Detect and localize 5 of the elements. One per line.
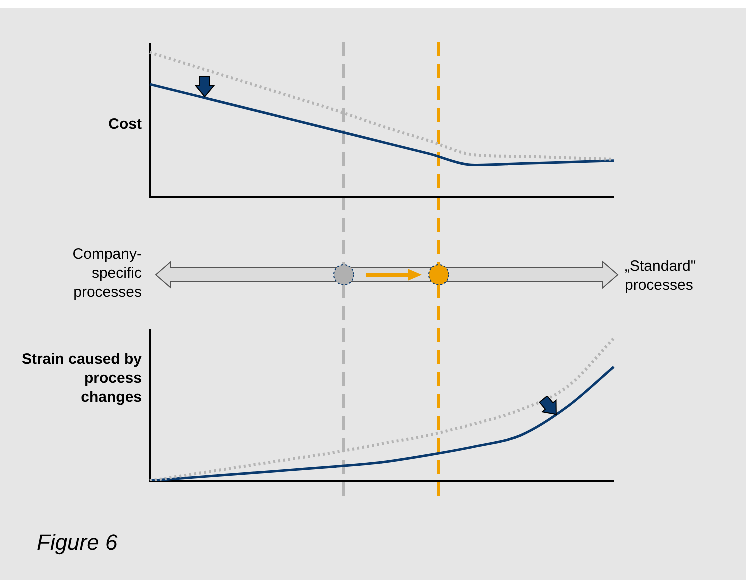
text: Company-specific processes — [72, 245, 142, 302]
y-axis-title: Strain caused by process changes — [20, 350, 142, 407]
y-axis-title: Cost — [108, 115, 142, 134]
caption: Figure 6 — [37, 530, 118, 556]
text: „Standard" processes — [625, 257, 698, 295]
